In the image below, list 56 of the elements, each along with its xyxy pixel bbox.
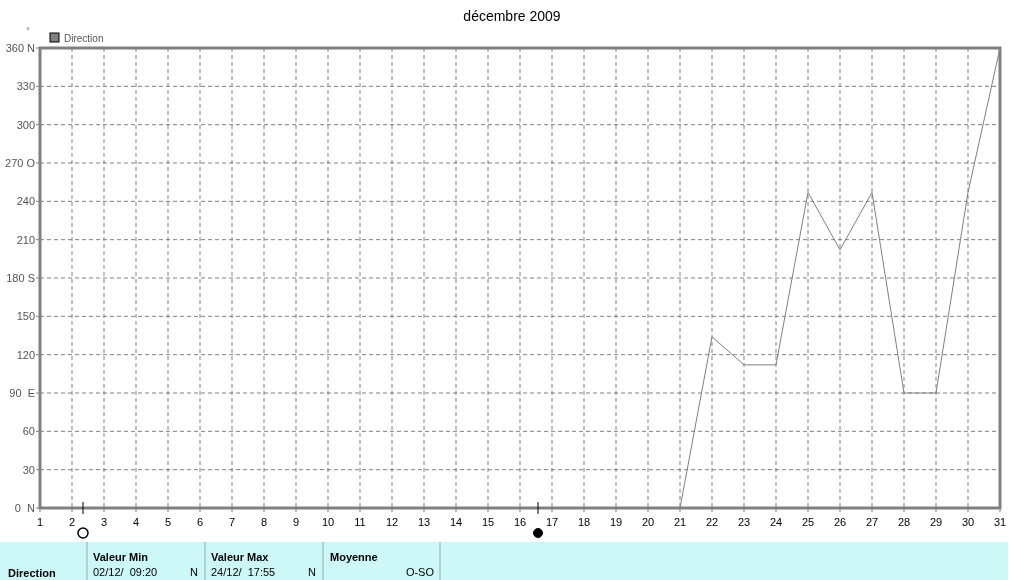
x-tick-label: 3: [100, 516, 108, 528]
x-tick-label: 25: [801, 516, 815, 528]
text: Valeur Max: [211, 551, 270, 563]
x-tick-label: 26: [833, 516, 847, 528]
y-tick-label: 30: [22, 463, 35, 476]
text: 24/12/ 17:55: [211, 566, 276, 578]
x-tick-label: 5: [164, 516, 172, 528]
text: N: [190, 566, 199, 578]
y-tick-label: 270 O: [5, 157, 36, 169]
y-tick-label: 330: [16, 80, 35, 93]
x-tick-label: 20: [641, 516, 655, 528]
y-tick-label: 120: [16, 348, 35, 361]
y-tick-label: 240: [16, 195, 35, 208]
text: Valeur Min: [93, 551, 149, 563]
x-tick-label: 4: [132, 516, 140, 528]
x-tick-label: 21: [673, 516, 687, 528]
y-tick-label: 360 N: [5, 42, 36, 54]
x-tick-label: 6: [196, 516, 204, 528]
x-tick-label: 17: [545, 516, 559, 528]
text: O-SO: [405, 566, 435, 578]
x-tick-label: 8: [260, 516, 268, 528]
text: 02/12/ 09:20: [93, 566, 158, 578]
x-tick-label: 2: [68, 516, 76, 528]
x-tick-label: 30: [961, 516, 975, 528]
x-tick-label: 11: [354, 516, 366, 528]
y-axis-title: °: [26, 26, 31, 36]
legend-label: Direction: [64, 33, 104, 44]
x-tick-label: 27: [865, 516, 879, 528]
text: Moyenne: [330, 551, 378, 563]
x-tick-label: 23: [737, 516, 751, 528]
x-tick-label: 31: [993, 516, 1007, 528]
chart-title: décembre 2009: [463, 8, 561, 24]
y-tick-label: 180 S: [6, 272, 35, 284]
y-tick-label: 150: [16, 310, 35, 323]
y-tick-label: 300: [16, 118, 35, 131]
x-tick-label: 24: [769, 516, 783, 528]
y-tick-label: 90 E: [9, 387, 35, 399]
x-tick-label: 14: [449, 516, 463, 528]
x-tick-label: 7: [228, 516, 236, 528]
x-tick-label: 10: [321, 516, 335, 528]
x-tick-label: 12: [385, 516, 399, 528]
x-tick-label: 9: [292, 516, 300, 528]
x-tick-label: 13: [417, 516, 431, 528]
x-tick-label: 22: [705, 516, 719, 528]
x-tick-label: 16: [513, 516, 527, 528]
text: Direction: [8, 567, 56, 579]
x-tick-label: 15: [481, 516, 495, 528]
y-tick-label: 0 N: [14, 502, 36, 514]
text: N: [308, 566, 317, 578]
x-tick-label: 29: [929, 516, 943, 528]
x-tick-label: 18: [577, 516, 591, 528]
y-tick-label: 60: [22, 425, 35, 438]
x-tick-label: 19: [609, 516, 623, 528]
x-tick-label: 1: [36, 516, 44, 528]
x-tick-label: 28: [897, 516, 911, 528]
y-tick-label: 210: [16, 233, 35, 246]
